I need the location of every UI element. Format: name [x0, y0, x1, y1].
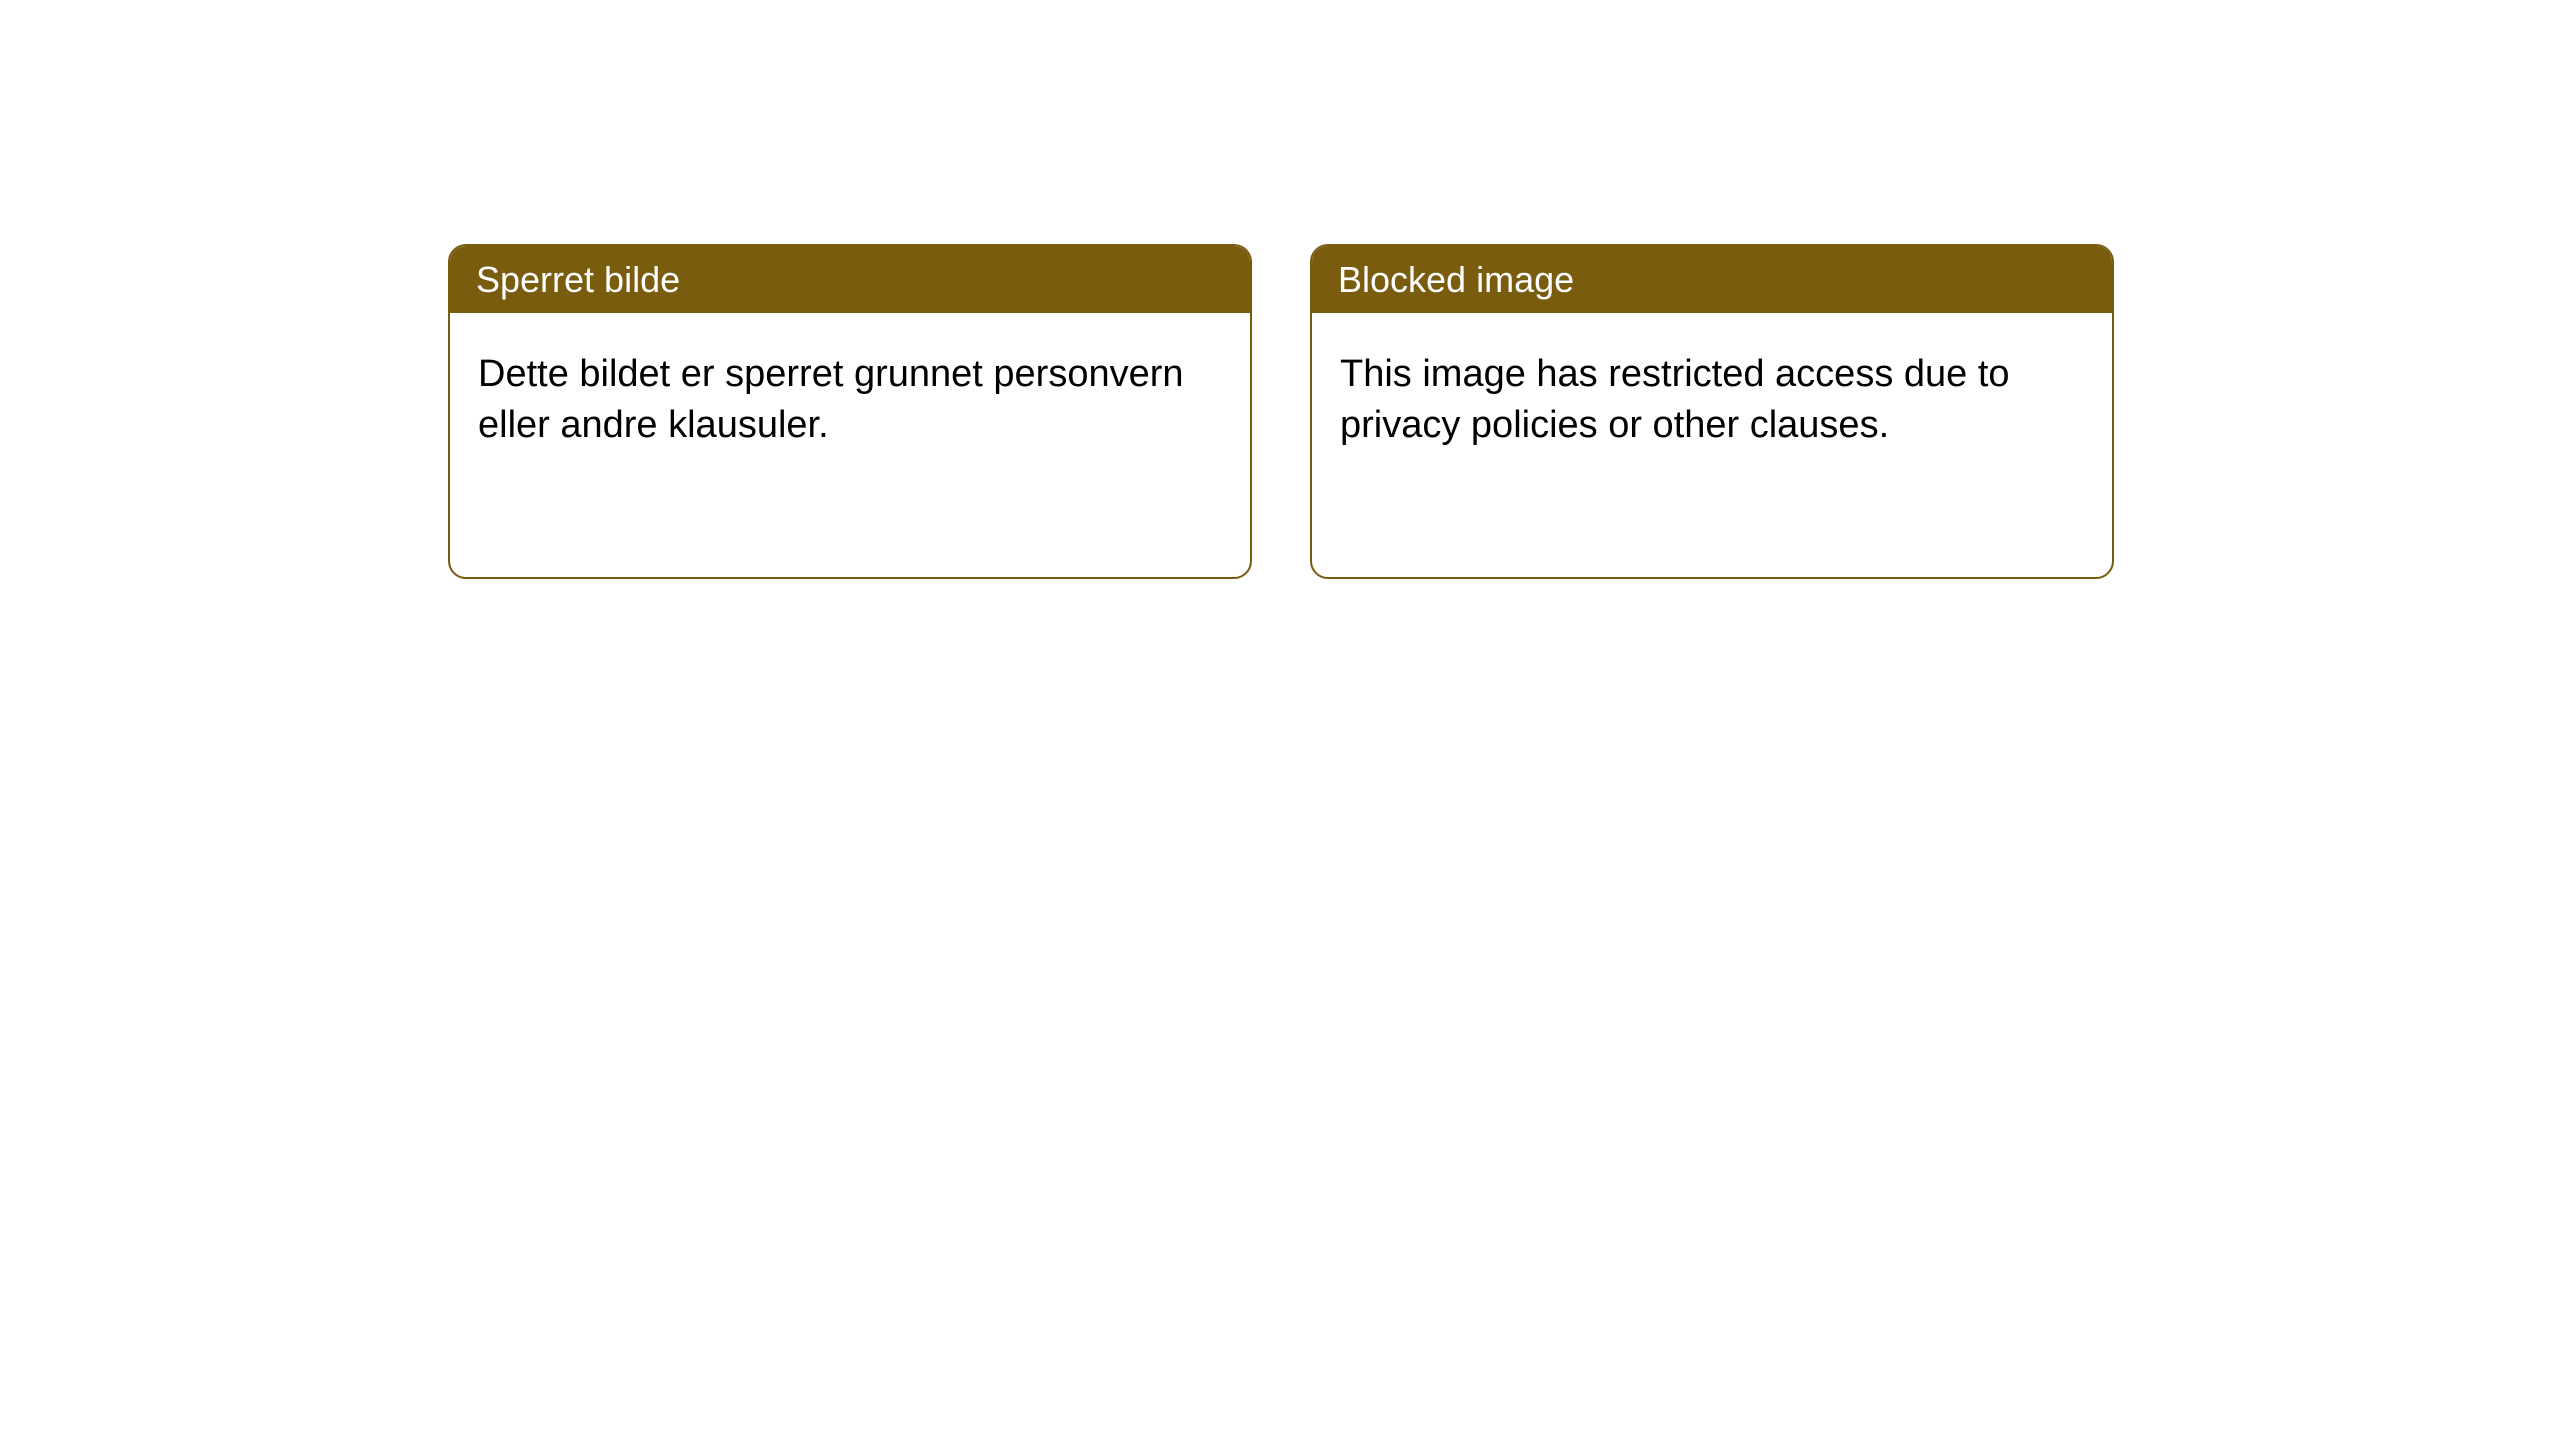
notice-body-norwegian: Dette bildet er sperret grunnet personve… — [450, 313, 1250, 488]
notice-card-norwegian: Sperret bilde Dette bildet er sperret gr… — [448, 244, 1252, 579]
notice-title-english: Blocked image — [1312, 246, 2112, 313]
notice-card-english: Blocked image This image has restricted … — [1310, 244, 2114, 579]
notice-title-norwegian: Sperret bilde — [450, 246, 1250, 313]
notice-container: Sperret bilde Dette bildet er sperret gr… — [448, 244, 2114, 579]
notice-body-english: This image has restricted access due to … — [1312, 313, 2112, 488]
